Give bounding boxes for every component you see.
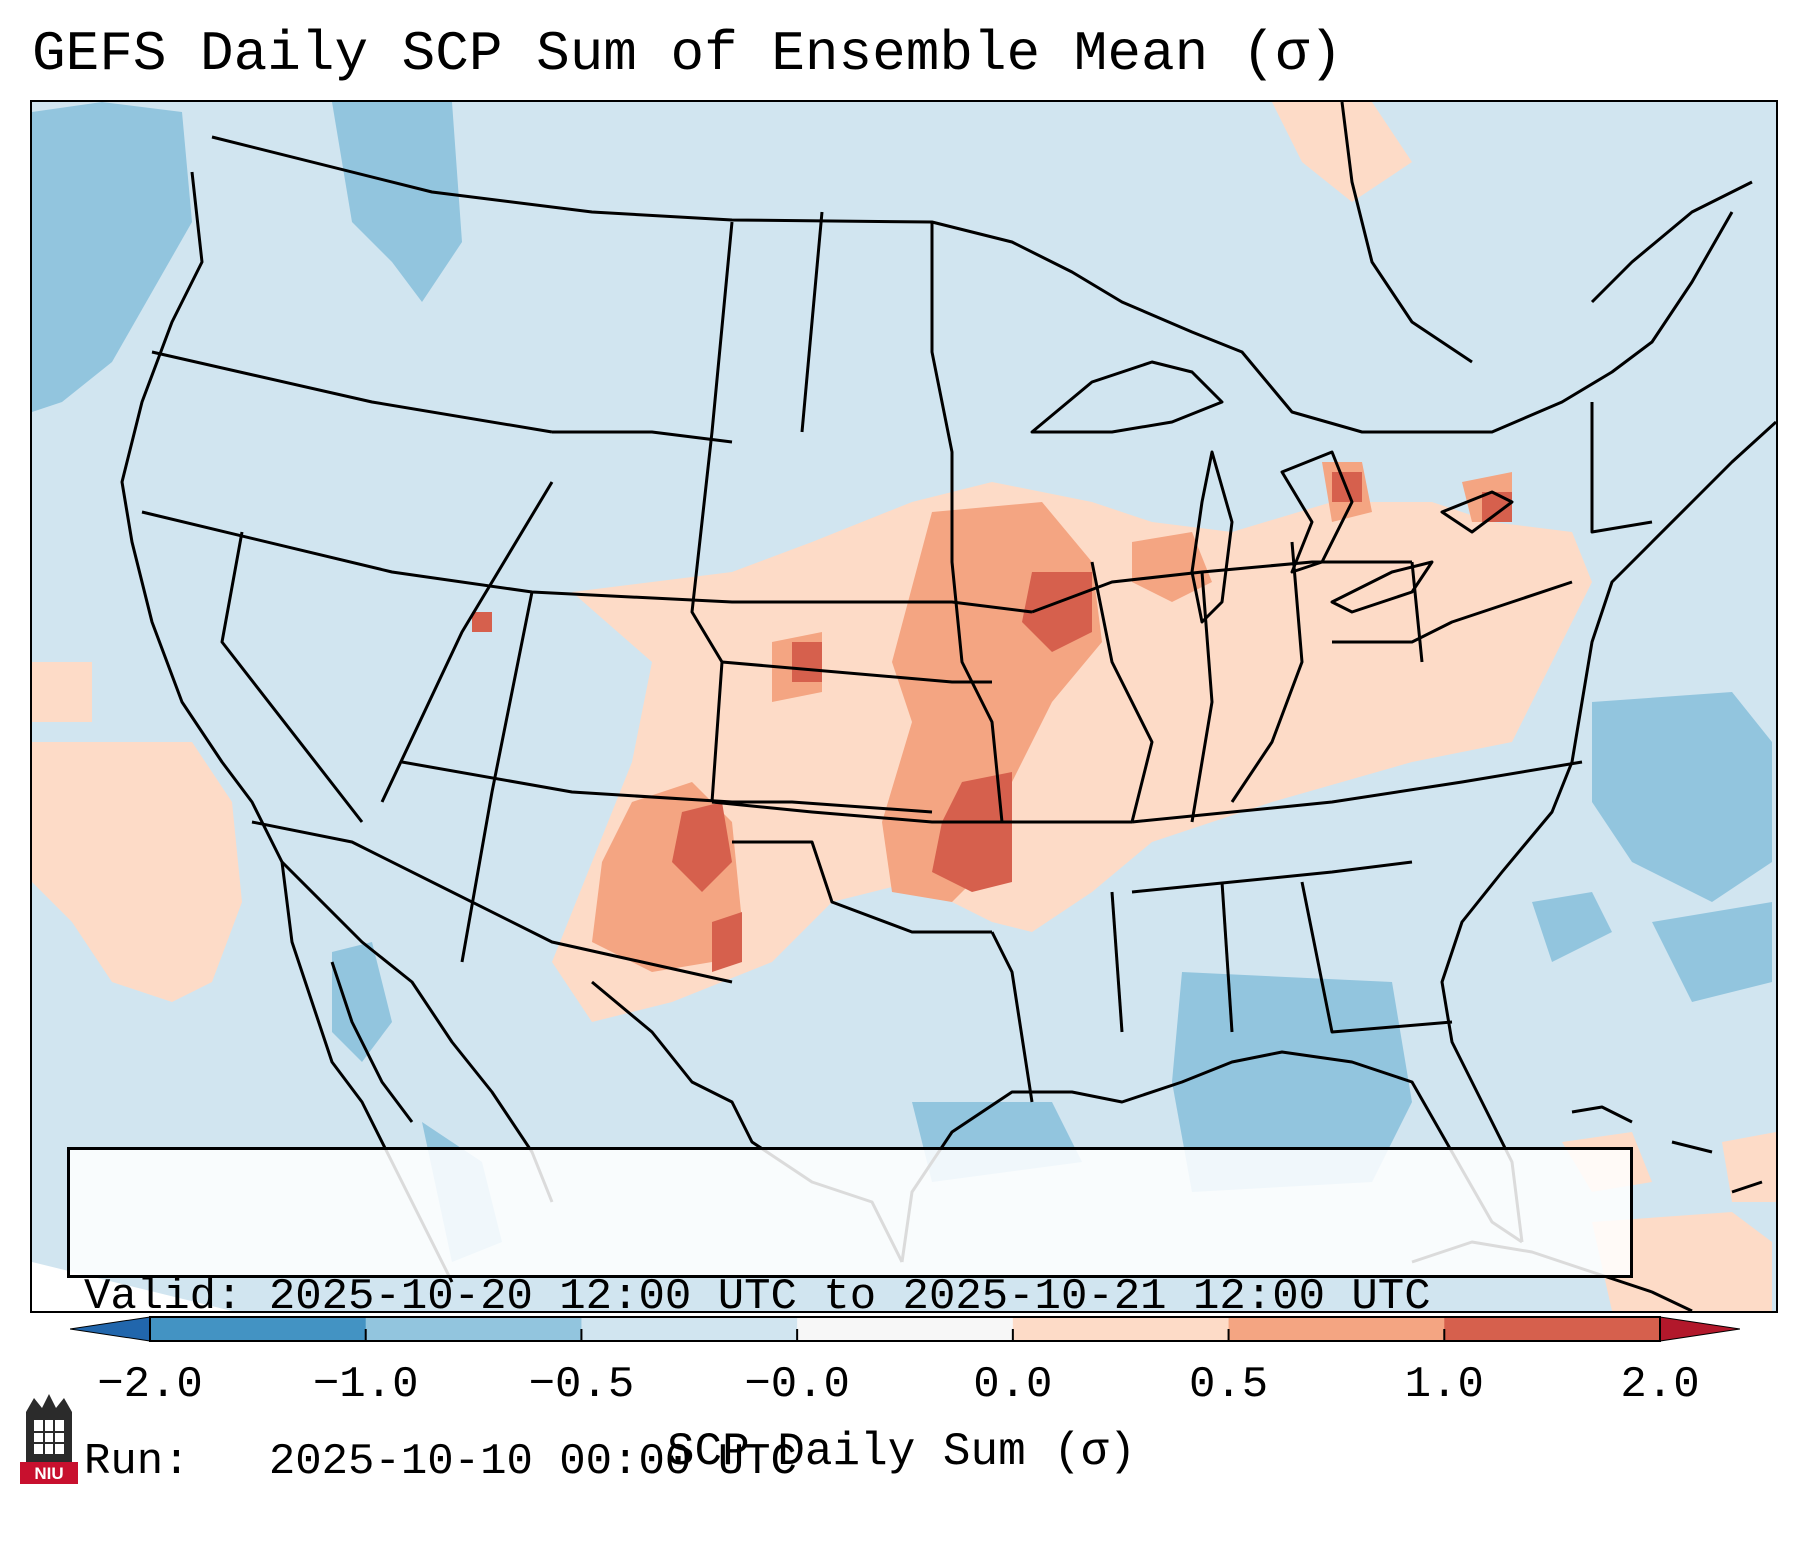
colorbar xyxy=(70,1316,1740,1342)
colorbar-label: SCP Daily Sum (σ) xyxy=(666,1426,1137,1478)
colorbar-bin xyxy=(581,1317,798,1341)
colorbar-tick-label: −0.5 xyxy=(528,1360,635,1410)
colorbar-ticks xyxy=(149,1329,1661,1342)
colorbar-bin xyxy=(150,1317,367,1341)
run-time-line: Run: 2025-10-10 00:00 UTC xyxy=(84,1437,797,1487)
map-panel xyxy=(30,100,1778,1313)
map-canvas xyxy=(32,102,1776,1311)
logo-text: NIU xyxy=(34,1464,63,1483)
colorbar-bin xyxy=(1228,1317,1445,1341)
colorbar-tick-label: 0.5 xyxy=(1188,1360,1269,1410)
colorbar-bins xyxy=(150,1317,1661,1341)
colorbar-bin xyxy=(1012,1317,1230,1341)
colorbar-bin xyxy=(365,1317,582,1341)
colorbar-tick-label: 2.0 xyxy=(1620,1360,1700,1410)
colorbar-tick-label: −0.0 xyxy=(744,1360,850,1410)
colorbar-over-arrow xyxy=(1659,1316,1740,1342)
university-tower-icon: NIU xyxy=(20,1394,78,1484)
colorbar-under-arrow xyxy=(70,1316,151,1342)
colorbar-tick-label: 1.0 xyxy=(1404,1360,1484,1410)
colorbar-tick-label: −2.0 xyxy=(97,1360,203,1410)
valid-time-line: Valid: 2025-10-20 12:00 UTC to 2025-10-2… xyxy=(84,1272,1431,1322)
positive-high-regions xyxy=(472,472,1512,972)
boundary-lines xyxy=(120,102,1776,1311)
map-title: GEFS Daily SCP Sum of Ensemble Mean (σ) xyxy=(32,22,1343,86)
colorbar-bin xyxy=(1444,1317,1661,1341)
colorbar-tick-label: −1.0 xyxy=(312,1360,419,1410)
colorbar-bin xyxy=(797,1317,1014,1341)
colorbar-tick-label: 0.0 xyxy=(973,1360,1053,1410)
validity-info-box: Valid: 2025-10-20 12:00 UTC to 2025-10-2… xyxy=(67,1147,1633,1487)
